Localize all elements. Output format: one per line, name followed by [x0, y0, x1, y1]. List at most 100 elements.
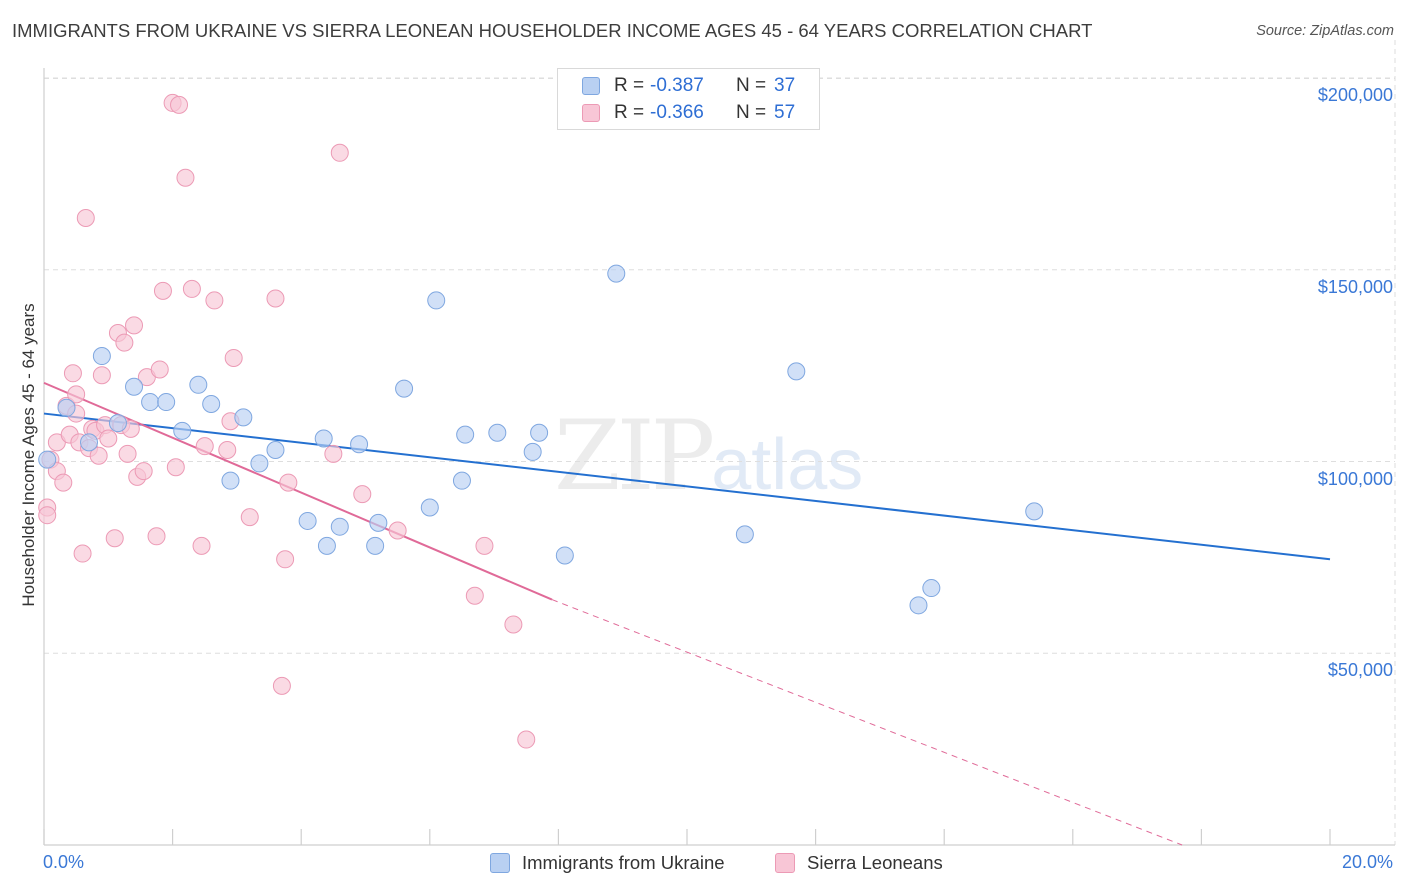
correlation-legend: R = -0.387 N = 37 R = -0.366 N = 57	[557, 68, 820, 130]
ukraine-point	[92, 347, 111, 366]
sierra-point	[166, 458, 185, 477]
ukraine-point	[922, 579, 941, 598]
ukraine-point	[787, 362, 806, 381]
sierra-point	[67, 385, 86, 404]
y-tick-label: $100,000	[1317, 468, 1393, 489]
sierra-point	[147, 527, 166, 546]
axes	[43, 68, 1395, 846]
watermark-zip: ZIP	[554, 400, 715, 512]
ukraine-point	[427, 291, 446, 310]
sierra-point	[153, 281, 172, 300]
legend-r-value-sierra: -0.366	[650, 102, 704, 123]
ukraine-point	[314, 429, 333, 448]
bottom-legend-label-ukraine: Immigrants from Ukraine	[522, 852, 725, 873]
sierra-point	[176, 168, 195, 187]
sierra-point	[330, 143, 349, 162]
chart-title: IMMIGRANTS FROM UKRAINE VS SIERRA LEONEA…	[12, 20, 1093, 41]
ukraine-point	[735, 525, 754, 544]
ukraine-point	[57, 398, 76, 417]
sierra-point	[89, 446, 108, 465]
data-points	[38, 93, 1044, 749]
sierra-point	[54, 473, 73, 492]
x-tick-label-min: 0.0%	[43, 852, 85, 872]
bottom-legend-label-sierra: Sierra Leoneans	[807, 852, 943, 873]
ukraine-trend-line	[43, 412, 1331, 561]
sierra-point	[125, 316, 144, 335]
sierra-point	[240, 508, 259, 527]
sierra-point	[38, 506, 57, 525]
sierra-point	[266, 289, 285, 308]
watermark: ZIPatlas	[554, 400, 863, 512]
sierra-point	[195, 437, 214, 456]
y-axis-title: Householder Income Ages 45 - 64 years	[19, 303, 38, 607]
ukraine-point	[189, 375, 208, 394]
grid-lines	[44, 40, 1396, 845]
sierra-point	[324, 444, 343, 463]
ukraine-point	[350, 435, 369, 454]
bottom-legend-swatch-sierra	[775, 853, 795, 873]
sierra-point	[63, 364, 82, 383]
sierra-point	[73, 544, 92, 563]
ukraine-point	[298, 511, 317, 530]
x-tick-label-max: 20.0%	[1341, 852, 1393, 872]
sierra-point	[272, 676, 291, 695]
ukraine-point	[250, 454, 269, 473]
sierra-point	[388, 521, 407, 540]
sierra-point	[218, 440, 237, 459]
ukraine-point	[366, 536, 385, 555]
sierra-point	[475, 536, 494, 555]
ukraine-point	[909, 596, 928, 615]
ukraine-point	[234, 408, 253, 427]
legend-swatch-ukraine	[582, 77, 600, 95]
sierra-point	[115, 333, 134, 352]
legend-r-value-ukraine: -0.387	[650, 75, 704, 96]
ukraine-point	[125, 377, 144, 396]
y-tick-label: $200,000	[1317, 85, 1393, 105]
sierra-point	[150, 360, 169, 379]
sierra-point	[99, 429, 118, 448]
ukraine-point	[369, 513, 388, 532]
ukraine-point	[38, 450, 57, 469]
ukraine-point	[1025, 502, 1044, 521]
sierra-point	[76, 208, 95, 227]
sierra-point	[279, 473, 298, 492]
y-tick-label: $50,000	[1327, 660, 1393, 681]
sierra-point	[276, 550, 295, 569]
legend-r-label: R =	[614, 75, 645, 96]
sierra-point	[182, 279, 201, 298]
ukraine-point	[221, 471, 240, 490]
sierra-point	[92, 366, 111, 385]
ukraine-point	[523, 442, 542, 461]
sierra-point	[134, 462, 153, 481]
legend-n-label: N =	[736, 102, 767, 123]
sierra-point	[465, 586, 484, 605]
sierra-trend-extension	[551, 599, 1183, 846]
bottom-legend-swatch-ukraine	[490, 853, 510, 873]
ukraine-point	[330, 517, 349, 536]
ukraine-point	[317, 536, 336, 555]
sierra-point	[205, 291, 224, 310]
ukraine-point	[420, 498, 439, 517]
sierra-point	[224, 348, 243, 367]
trend-lines	[43, 381, 1331, 846]
ukraine-point	[108, 414, 127, 433]
sierra-point	[170, 95, 189, 114]
ukraine-point	[456, 425, 475, 444]
source-label: Source: ZipAtlas.com	[1256, 23, 1394, 39]
ukraine-point	[452, 471, 471, 490]
sierra-point	[353, 485, 372, 504]
ukraine-point	[395, 379, 414, 398]
ukraine-point	[173, 421, 192, 440]
legend-swatch-sierra	[582, 104, 600, 122]
sierra-point	[118, 444, 137, 463]
ukraine-point	[80, 433, 99, 452]
ukraine-point	[157, 393, 176, 412]
legend-n-value-ukraine: 37	[774, 75, 796, 96]
ukraine-point	[488, 423, 507, 442]
legend-n-label: N =	[736, 75, 767, 96]
sierra-point	[504, 615, 523, 634]
sierra-trend-line	[43, 381, 553, 601]
legend-r-label: R =	[614, 102, 645, 123]
sierra-point	[192, 536, 211, 555]
